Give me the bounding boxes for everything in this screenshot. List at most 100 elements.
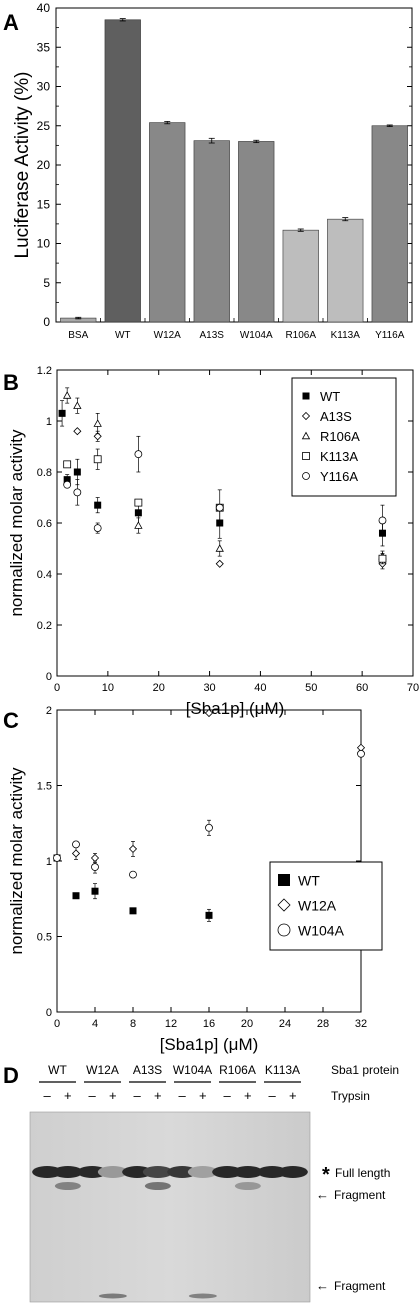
y-tick-label: 1 xyxy=(46,856,52,868)
fragment-lower-label: Fragment xyxy=(334,1279,386,1293)
y-tick-label-a: 0 xyxy=(43,315,50,329)
gel-band-fragment xyxy=(234,1182,261,1190)
gel-panel: WT– +W12A– +A13S– +W104A– +R106A– +K113A– + Sb… xyxy=(29,1063,399,1303)
fragment-upper-arrow: ← xyxy=(316,1187,329,1202)
gel-band-full-length xyxy=(232,1166,263,1178)
gel-lane-group-label: A13S xyxy=(133,1063,162,1077)
y-tick-label: 0.4 xyxy=(37,569,52,581)
y-tick-label: 1.5 xyxy=(37,781,52,793)
x-tick-label: 20 xyxy=(241,1018,253,1030)
legend-label: R106A xyxy=(320,429,360,444)
x-tick-label: 70 xyxy=(407,682,419,694)
y-tick-label-a: 30 xyxy=(37,80,51,94)
y-tick-label-a: 10 xyxy=(37,237,51,251)
gel-band-full-length xyxy=(277,1166,308,1178)
x-tick-label: 10 xyxy=(102,682,114,694)
data-point-wt xyxy=(94,501,102,509)
y-tick-label: 1.2 xyxy=(37,365,52,377)
y-tick-label: 1 xyxy=(46,416,52,428)
bar xyxy=(282,229,319,323)
gel-lane-group-label: WT xyxy=(48,1063,67,1077)
x-tick-label: 50 xyxy=(305,682,317,694)
trypsin-plus: + xyxy=(109,1088,117,1103)
data-point-y116a xyxy=(73,488,82,497)
legend-label: W12A xyxy=(298,897,337,913)
bar xyxy=(327,218,364,323)
y-tick-label: 0 xyxy=(46,1007,52,1019)
x-tick-label: 16 xyxy=(203,1018,215,1030)
y-tick-label: 0.6 xyxy=(37,518,52,530)
y-tick-label: 0.5 xyxy=(37,932,52,944)
x-tick-label: 40 xyxy=(254,682,266,694)
data-point-a13s xyxy=(93,432,102,441)
x-tick-label-a: W12A xyxy=(154,330,182,341)
trypsin-plus: + xyxy=(64,1088,72,1103)
legend-marker xyxy=(278,874,290,886)
data-point-w12a xyxy=(71,849,81,858)
data-point-w12a xyxy=(90,853,100,863)
data-point-r106a xyxy=(215,544,224,552)
data-point-y116a xyxy=(134,450,143,459)
legend-label: K113A xyxy=(320,449,358,464)
trypsin-minus: – xyxy=(224,1088,232,1103)
data-point-y116a xyxy=(63,480,72,489)
y-tick-label-a: 25 xyxy=(37,119,51,133)
y-tick-label-a: 40 xyxy=(37,1,51,15)
x-tick-label: 0 xyxy=(54,1018,60,1030)
data-point-w104a xyxy=(357,749,365,758)
data-point-w104a xyxy=(91,863,99,871)
data-point-w12a xyxy=(128,844,138,853)
gel-band-full-length xyxy=(142,1166,173,1178)
bar xyxy=(371,125,408,323)
x-tick-label-a: BSA xyxy=(68,330,88,341)
gel-row-label-trypsin: Trypsin xyxy=(331,1089,370,1103)
scatter-chart-b: 0 0.2 0.4 0.6 0.8 1 1.2 0 10 20 30 40 50 60 70 WT A13S R1… xyxy=(7,365,419,718)
gel-image xyxy=(29,1111,311,1303)
y-axis-label: normalized molar activity xyxy=(7,429,26,617)
trypsin-plus: + xyxy=(199,1088,207,1103)
data-point-w104a xyxy=(72,840,80,849)
data-point-k113a xyxy=(63,460,72,469)
y-tick-label: 2 xyxy=(46,705,52,717)
legend-label: WT xyxy=(298,872,320,888)
panel-label-b: B xyxy=(3,370,19,395)
data-point-k113a xyxy=(134,498,143,507)
gel-band-full-length xyxy=(212,1166,243,1178)
data-point-wt xyxy=(58,409,66,417)
data-point-w104a xyxy=(129,870,137,879)
x-tick-label-a: A13S xyxy=(200,330,225,341)
gel-band-fragment xyxy=(144,1182,171,1190)
bar-chart-luciferase: 0 5 10 15 20 25 30 35 40 BSA WT W12A A13S W104A R106A K… xyxy=(12,1,413,341)
legend-marker xyxy=(301,411,311,421)
data-point-r106a xyxy=(134,521,143,529)
gel-band-full-length xyxy=(77,1166,108,1178)
data-point-y116a xyxy=(215,503,224,512)
data-point-wt xyxy=(129,907,137,915)
y-tick-label-a: 35 xyxy=(37,40,51,54)
data-point-a13s xyxy=(215,559,224,568)
x-tick-label: 32 xyxy=(355,1018,367,1030)
legend-label: Y116A xyxy=(320,469,358,484)
gel-band-full-length xyxy=(187,1166,218,1178)
legend-label: WT xyxy=(320,389,340,404)
x-tick-label-a: WT xyxy=(115,330,131,341)
gel-band-full-length xyxy=(257,1166,288,1178)
y-tick-label: 0.8 xyxy=(37,467,52,479)
x-tick-label-a: Y116A xyxy=(375,330,405,341)
legend-marker xyxy=(302,472,310,480)
y-tick-label: 0 xyxy=(46,671,52,683)
x-tick-label: 30 xyxy=(203,682,215,694)
data-point-wt xyxy=(63,476,71,484)
gel-band-full-length xyxy=(52,1166,83,1178)
x-tick-label-a: W104A xyxy=(240,330,273,341)
data-point-w104a xyxy=(53,854,61,862)
x-axis-label: [Sba1p] (μM) xyxy=(186,699,285,718)
legend-marker xyxy=(301,431,311,440)
fragment-lower-arrow: ← xyxy=(316,1278,329,1293)
data-point-w12a xyxy=(204,708,214,718)
x-axis-label: [Sba1p] (μM) xyxy=(160,1035,259,1054)
trypsin-minus: – xyxy=(89,1088,97,1103)
x-tick-label: 12 xyxy=(165,1018,177,1030)
full-length-label: Full length xyxy=(335,1166,390,1180)
